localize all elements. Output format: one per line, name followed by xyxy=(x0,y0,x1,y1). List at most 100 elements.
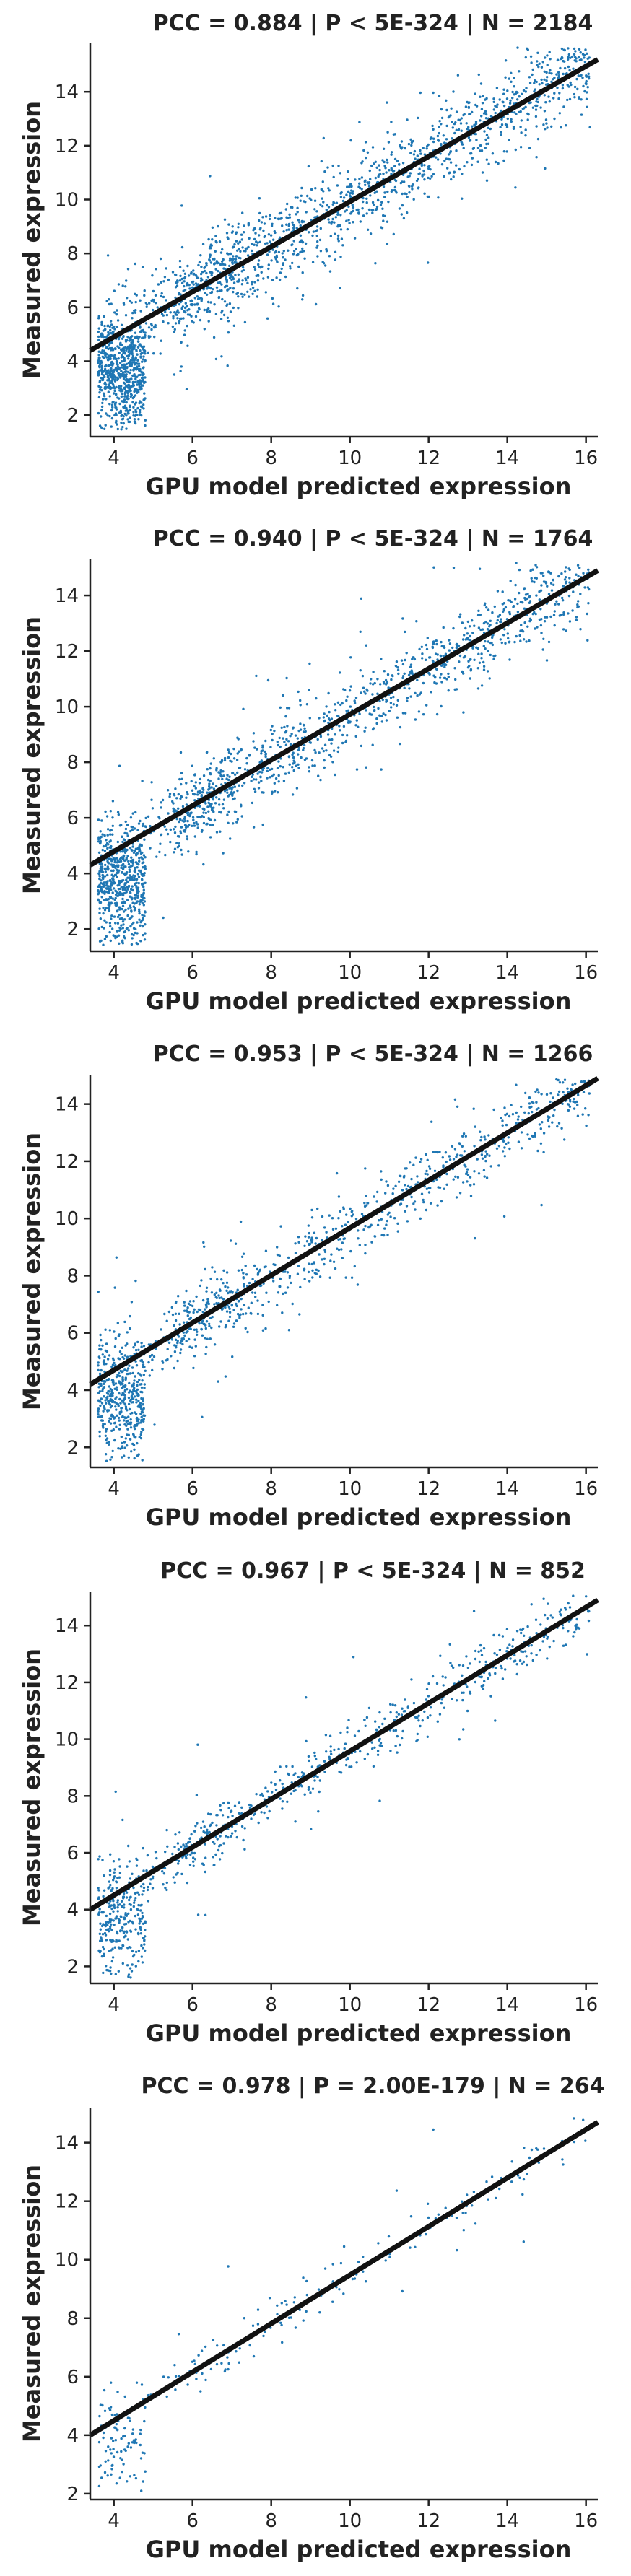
data-point xyxy=(100,1338,103,1342)
data-point xyxy=(406,1220,409,1223)
data-point xyxy=(419,1161,422,1163)
data-point xyxy=(116,363,119,366)
data-point xyxy=(256,279,260,282)
data-point xyxy=(136,335,139,338)
data-point xyxy=(575,57,578,60)
data-point xyxy=(214,313,218,315)
data-point xyxy=(287,249,290,252)
data-point xyxy=(409,172,412,175)
data-point xyxy=(167,1341,171,1345)
data-point xyxy=(316,255,319,258)
data-point xyxy=(544,56,547,59)
data-point xyxy=(281,252,284,255)
data-point xyxy=(335,201,339,204)
data-point xyxy=(276,741,279,743)
data-point xyxy=(324,264,327,267)
data-point xyxy=(175,274,178,276)
data-point xyxy=(375,1200,378,1203)
data-point xyxy=(225,1289,228,1293)
data-point xyxy=(232,791,235,794)
data-point xyxy=(385,171,388,174)
data-point xyxy=(239,250,242,253)
data-point xyxy=(560,572,563,575)
data-point xyxy=(144,825,147,828)
data-point xyxy=(337,746,340,749)
data-point xyxy=(284,743,288,746)
data-point xyxy=(218,289,222,292)
data-point xyxy=(502,1215,506,1218)
data-point xyxy=(403,672,406,675)
data-point xyxy=(166,789,170,792)
data-point xyxy=(316,246,318,249)
data-point xyxy=(123,937,126,940)
data-point xyxy=(418,167,421,170)
data-point xyxy=(134,403,136,406)
data-point xyxy=(357,211,360,214)
data-point xyxy=(116,1322,119,1324)
data-point xyxy=(118,1392,121,1395)
data-point xyxy=(199,254,202,257)
data-point xyxy=(561,84,565,87)
data-point xyxy=(419,149,422,152)
data-point xyxy=(526,593,529,595)
data-point xyxy=(138,903,141,906)
data-point xyxy=(566,1087,569,1090)
data-point xyxy=(269,768,271,772)
data-point xyxy=(136,873,140,876)
data-point xyxy=(288,213,291,216)
data-point xyxy=(126,345,130,348)
data-point xyxy=(245,1273,248,1276)
data-point xyxy=(263,235,266,239)
data-point xyxy=(322,136,325,140)
data-point xyxy=(560,1127,563,1130)
data-point xyxy=(153,335,156,339)
data-point xyxy=(541,82,544,85)
data-point xyxy=(253,243,256,246)
data-point xyxy=(540,632,543,634)
data-point xyxy=(422,173,426,176)
data-point xyxy=(536,1088,539,1091)
data-point xyxy=(205,1306,208,1309)
data-point xyxy=(308,197,311,200)
data-point xyxy=(142,925,144,928)
data-point xyxy=(295,253,299,257)
data-point xyxy=(358,1244,361,1246)
data-point xyxy=(116,1414,118,1418)
data-point xyxy=(217,281,219,284)
data-point xyxy=(131,311,134,315)
data-point xyxy=(217,1294,220,1297)
data-point xyxy=(123,398,126,401)
data-point xyxy=(136,353,139,356)
data-point xyxy=(495,621,498,625)
data-point xyxy=(186,324,188,328)
data-point xyxy=(457,118,460,121)
data-point xyxy=(220,283,223,286)
data-point xyxy=(225,1271,229,1274)
data-point xyxy=(143,392,146,395)
data-point xyxy=(401,162,405,165)
data-point xyxy=(144,881,147,885)
data-point xyxy=(345,1213,348,1216)
data-point xyxy=(193,1355,196,1358)
data-point xyxy=(123,1441,126,1444)
data-point xyxy=(347,185,351,188)
data-point xyxy=(354,735,357,738)
data-point xyxy=(123,1320,126,1324)
data-point xyxy=(203,808,206,811)
data-point xyxy=(232,747,235,751)
data-point xyxy=(415,620,418,623)
data-point xyxy=(557,74,560,77)
data-point xyxy=(295,787,299,790)
data-point xyxy=(215,796,218,799)
data-point xyxy=(411,188,414,191)
data-point xyxy=(484,602,487,605)
data-point xyxy=(232,1325,235,1329)
data-point xyxy=(402,217,406,220)
data-point xyxy=(264,739,267,743)
data-point xyxy=(246,1330,249,1334)
data-point xyxy=(399,144,401,147)
data-point xyxy=(567,47,570,50)
data-point xyxy=(133,1427,136,1431)
data-point xyxy=(109,328,112,332)
data-point xyxy=(97,1364,100,1367)
